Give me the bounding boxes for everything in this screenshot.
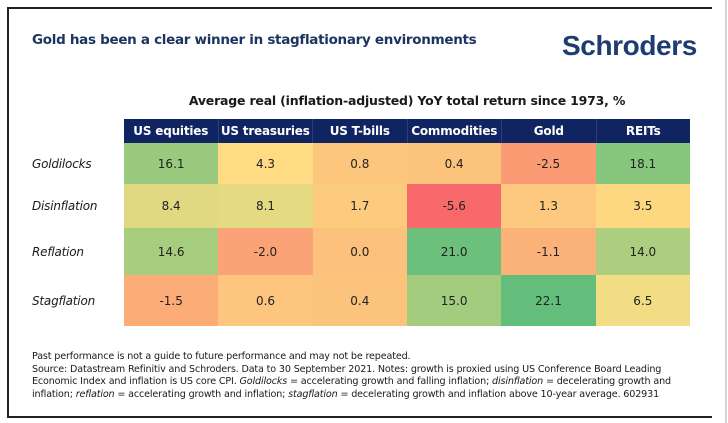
column-header: US equities <box>124 119 219 143</box>
term-goldilocks: Goldilocks <box>239 376 288 388</box>
row-label: Reflation <box>32 244 84 259</box>
heatmap-cell: -5.6 <box>406 184 502 228</box>
heatmap-row: 8.4 8.1 1.7 -5.6 1.3 3.5 <box>124 184 690 228</box>
heatmap-row: -1.5 0.6 0.4 15.0 22.1 6.5 <box>124 275 690 326</box>
disclaimer-line: Past performance is not a guide to futur… <box>32 351 411 362</box>
notes-text: inflation; <box>32 388 76 400</box>
row-label: Disinflation <box>32 199 98 213</box>
frame-border-left <box>7 7 9 418</box>
column-header: US treasuries <box>219 119 313 143</box>
column-header: US T-bills <box>313 119 408 143</box>
chart-headline: Gold has been a clear winner in stagflat… <box>32 32 477 48</box>
column-header-row: US equities US treasuries US T-bills Commod… <box>124 119 690 143</box>
heatmap-cell: 0.4 <box>406 143 502 184</box>
heatmap-cell: 0.4 <box>312 275 407 326</box>
frame-border-bottom <box>7 416 712 418</box>
notes-text: = accelerating growth and falling inflat… <box>287 376 493 388</box>
heatmap-cell: 8.1 <box>218 184 313 228</box>
notes-text: = decelerating growth and inflation abov… <box>337 388 660 400</box>
heatmap-cell: 14.0 <box>595 228 690 275</box>
heatmap-cell: 1.7 <box>312 184 407 228</box>
heatmap-cell: -2.5 <box>501 143 596 184</box>
heatmap-cell: 1.3 <box>501 184 596 228</box>
term-stagflation: stagflation <box>288 388 338 400</box>
heatmap-cell: 16.1 <box>124 143 219 184</box>
heatmap-cell: -1.5 <box>124 275 219 326</box>
row-label: Goldilocks <box>32 156 92 171</box>
notes-line-3: Economic Index and inflation is US core … <box>32 376 712 389</box>
column-header: REITs <box>625 124 661 138</box>
chart-title: Average real (inflation-adjusted) YoY to… <box>188 93 626 108</box>
heatmap-body: 16.1 4.3 0.8 0.4 -2.5 18.1 8.4 8.1 1.7 -5.6 1.3 3.5… <box>124 143 690 326</box>
notes-text: = accelerating growth and inflation; <box>114 388 289 400</box>
heatmap-cell: -2.0 <box>218 228 313 275</box>
row-labels: Goldilocks Disinflation Reflation Stagflati… <box>32 143 97 326</box>
frame-border-top <box>7 7 712 9</box>
notes-text: = decelerating growth and <box>543 376 671 388</box>
column-header: Gold <box>502 119 597 143</box>
heatmap-cell: 21.0 <box>406 228 502 275</box>
footnotes: Past performance is not a guide to futur… <box>32 351 712 401</box>
source-line: Source: Datastream Refinitiv and Schrode… <box>32 363 662 375</box>
heatmap-cell: 8.4 <box>124 184 219 228</box>
term-reflation: reflation <box>75 388 115 400</box>
scrollbar-track <box>725 0 727 423</box>
heatmap-cell: 0.8 <box>312 143 407 184</box>
heatmap-row: 14.6 -2.0 0.0 21.0 -1.1 14.0 <box>124 228 690 275</box>
row-label: Stagflation <box>32 293 95 308</box>
notes-text: Economic Index and inflation is US core … <box>32 376 240 388</box>
heatmap-cell: 18.1 <box>595 143 690 184</box>
heatmap-cell: 6.5 <box>595 275 690 326</box>
schroders-logo: Schroders <box>562 30 697 61</box>
heatmap-table: US equities US treasuries US T-bills Commod… <box>124 119 690 326</box>
heatmap-cell: 3.5 <box>595 184 690 228</box>
heatmap-cell: 15.0 <box>406 275 502 326</box>
heatmap-cell: 0.6 <box>218 275 313 326</box>
heatmap-cell: 14.6 <box>124 228 219 275</box>
heatmap-cell: 4.3 <box>218 143 313 184</box>
heatmap-cell: 0.0 <box>312 228 407 275</box>
heatmap-cell: 22.1 <box>501 275 596 326</box>
heatmap-row: 16.1 4.3 0.8 0.4 -2.5 18.1 <box>124 143 690 184</box>
heatmap-cell: -1.1 <box>501 228 596 275</box>
notes-line-4: inflation; reflation = accelerating grow… <box>32 389 712 402</box>
term-disinflation: disinflation <box>492 376 544 388</box>
column-header: Commodities <box>408 119 502 143</box>
